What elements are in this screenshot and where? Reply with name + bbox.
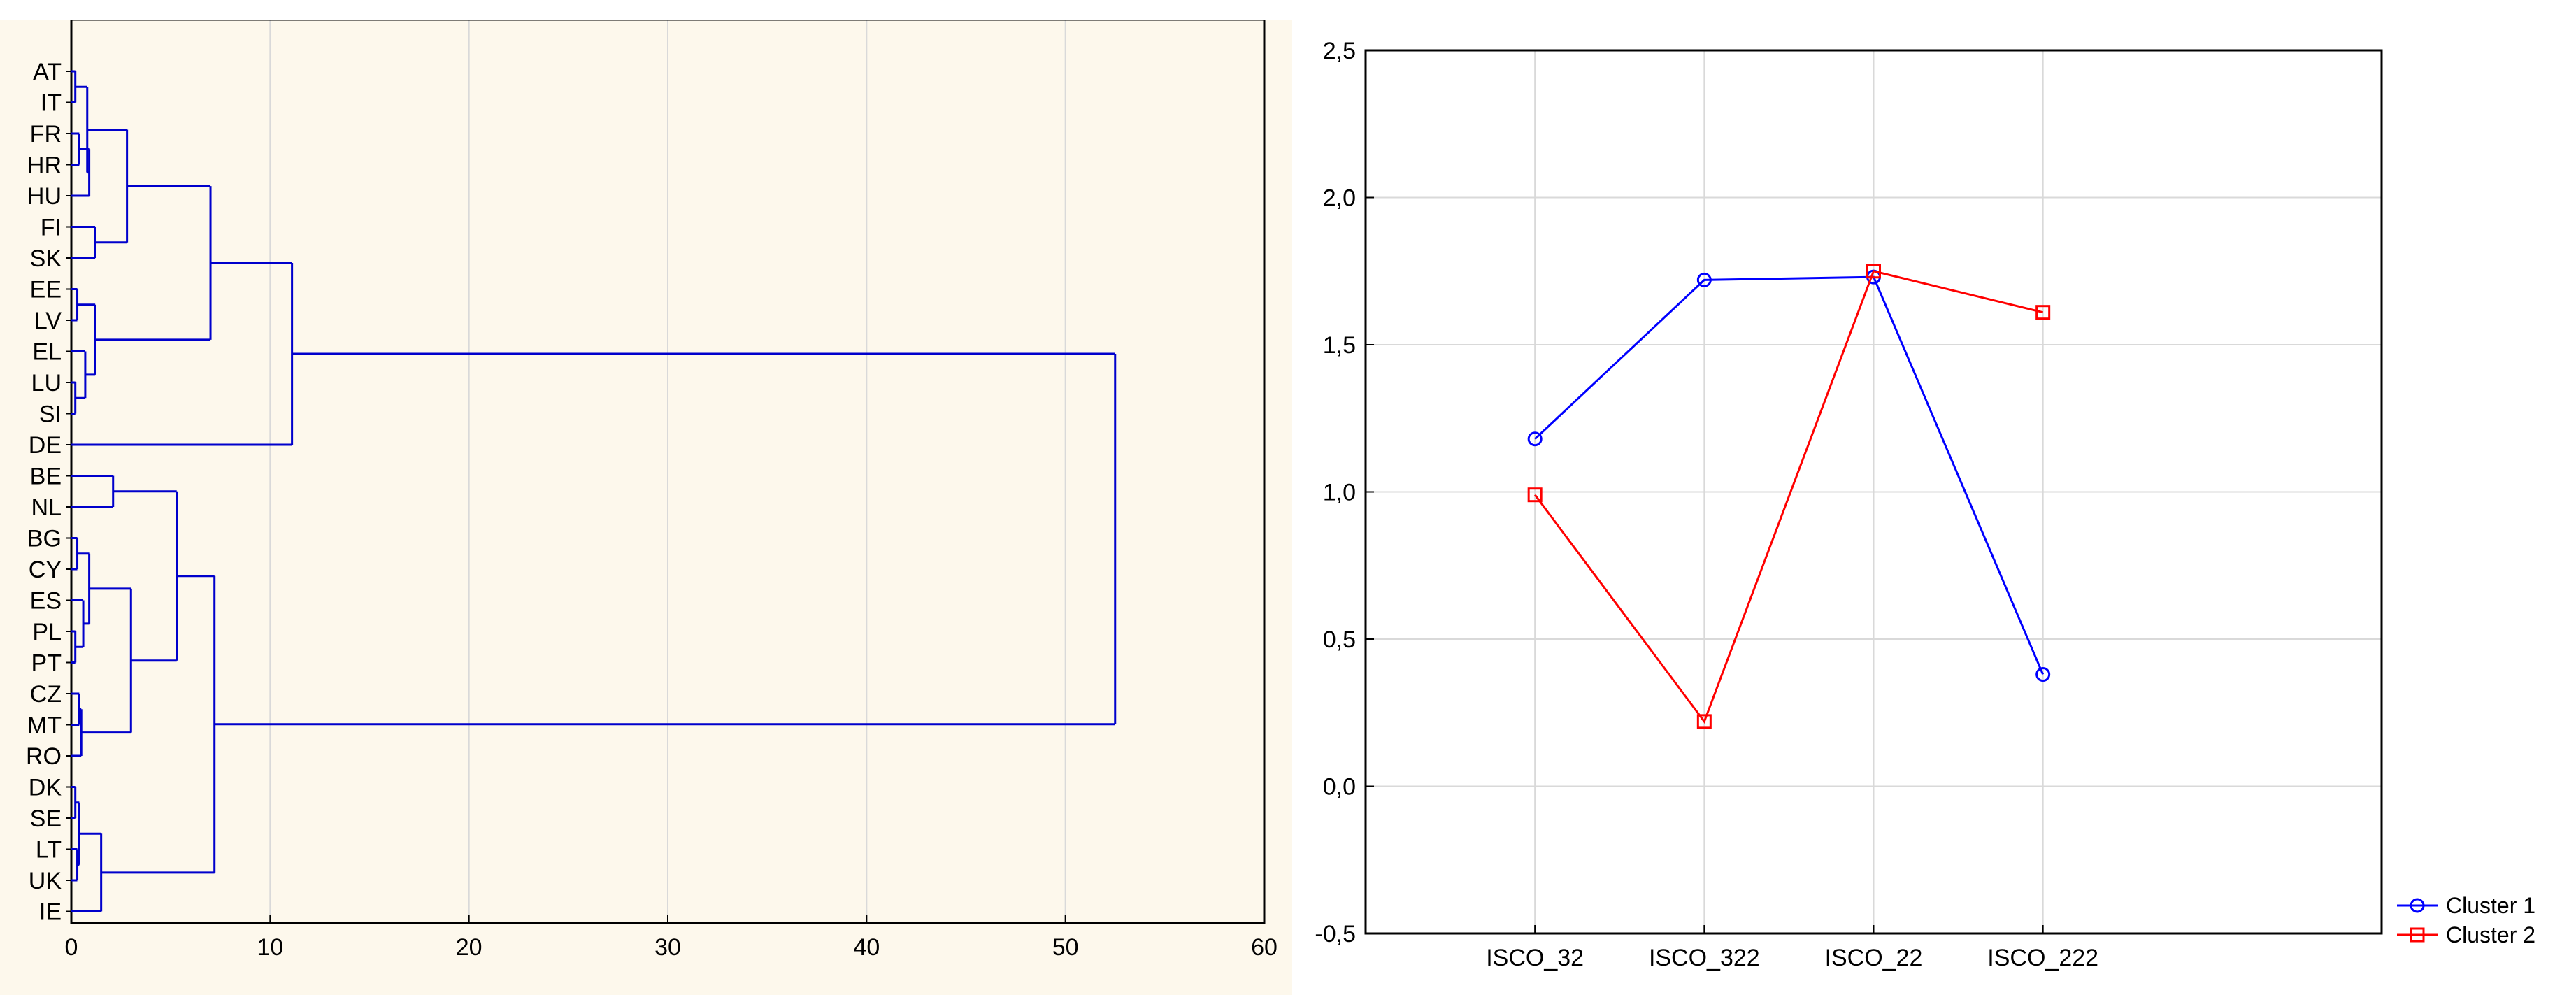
x-tick-label: 20 [456, 934, 482, 961]
dendrogram-panel: 0 10 20 30 40 50 60 AT IT FR HR HU FI SK EE LV EL LU SI DE B… [0, 20, 1292, 995]
x-tick-label: 0 [65, 934, 78, 961]
dendrogram-link [71, 832, 103, 912]
x-tick-label: 50 [1052, 934, 1079, 961]
legend-swatch-marker [2410, 927, 2425, 943]
x-tick-label: 40 [853, 934, 880, 961]
data-point [2035, 305, 2051, 320]
leaf-label: MT [27, 713, 62, 739]
leaf-label: PT [31, 650, 62, 677]
profile-plot-panel: 2,5 2,0 1,5 1,0 0,5 0,0 -0,5 ISCO_32 ISCO_322 ISC… [1294, 20, 2576, 995]
leaf-label: NL [31, 494, 62, 521]
dendrogram-link [71, 599, 85, 648]
data-point [1696, 272, 1712, 287]
data-point [1696, 714, 1712, 729]
data-point [1527, 431, 1543, 447]
leaf-label: FR [30, 121, 62, 148]
data-point [2035, 667, 2051, 682]
x-tick-label: ISCO_322 [1649, 945, 1760, 971]
leaf-label: SK [30, 245, 62, 272]
dendrogram-link [71, 475, 115, 508]
series-line [1534, 275, 2045, 675]
leaf-label: DE [29, 432, 62, 459]
x-tick-label: ISCO_22 [1825, 945, 1923, 971]
leaf-label: SI [39, 401, 62, 428]
y-tick-label: 1,5 [1323, 332, 1356, 359]
series-line [1533, 269, 2044, 724]
x-tick-label: ISCO_222 [1987, 945, 2098, 971]
leaf-label: RO [26, 743, 62, 770]
leaf-label: BG [27, 526, 62, 552]
leaf-label: BE [30, 464, 62, 490]
leaf-label: EE [30, 277, 62, 303]
leaf-label: CY [29, 557, 62, 583]
dendrogram-link [71, 132, 80, 166]
leaf-label: AT [33, 59, 62, 85]
dendrogram-link [75, 85, 90, 174]
dendrogram-link [71, 350, 87, 399]
y-tick-label: 2,0 [1323, 185, 1356, 212]
dendrogram-link [71, 262, 294, 446]
data-point [1527, 487, 1543, 503]
dendrogram-link [71, 692, 80, 726]
dendrogram-link [87, 128, 129, 244]
leaf-label: LT [36, 837, 62, 864]
leaf-label: DK [29, 775, 62, 801]
dendrogram-link [214, 352, 1117, 726]
dendrogram-link [101, 575, 216, 874]
dendrogram-link [95, 185, 212, 341]
dendrogram-chart: 0 10 20 30 40 50 60 AT IT FR HR HU FI SK EE LV EL LU SI DE B… [26, 20, 1278, 961]
dendrogram-link [113, 490, 178, 662]
leaf-label: IE [39, 899, 62, 926]
leaf-label: LU [31, 370, 62, 396]
x-tick-label: 10 [257, 934, 283, 961]
leaf-label: LV [34, 308, 62, 334]
legend-label: Cluster 2 [2446, 922, 2535, 947]
legend-label: Cluster 1 [2446, 893, 2535, 918]
data-point [1866, 264, 1881, 279]
dendrogram-link [71, 226, 96, 259]
y-tick-label: -0,5 [1315, 921, 1356, 947]
leaf-label: SE [30, 806, 62, 832]
y-tick-label: 2,5 [1323, 38, 1356, 64]
leaf-label: IT [41, 90, 62, 117]
y-tick-label: 0,5 [1323, 627, 1356, 653]
legend-swatch-marker [2410, 898, 2425, 913]
leaf-label: CZ [30, 681, 62, 708]
x-tick-label: 30 [654, 934, 681, 961]
leaf-label: UK [29, 868, 62, 894]
leaf-label: HU [27, 183, 62, 210]
leaf-label: HR [27, 152, 62, 179]
x-tick-label: ISCO_32 [1486, 945, 1584, 971]
cluster-profile-chart: 2,5 2,0 1,5 1,0 0,5 0,0 -0,5 ISCO_32 ISCO_322 ISC… [1315, 38, 2535, 971]
leaf-label: EL [32, 339, 62, 366]
leaf-label: FI [41, 215, 62, 241]
y-tick-label: 0,0 [1323, 774, 1356, 801]
y-tick-label: 1,0 [1323, 480, 1356, 506]
leaf-label: ES [30, 588, 62, 615]
x-tick-label: 60 [1251, 934, 1278, 961]
leaf-label: PL [32, 619, 62, 645]
